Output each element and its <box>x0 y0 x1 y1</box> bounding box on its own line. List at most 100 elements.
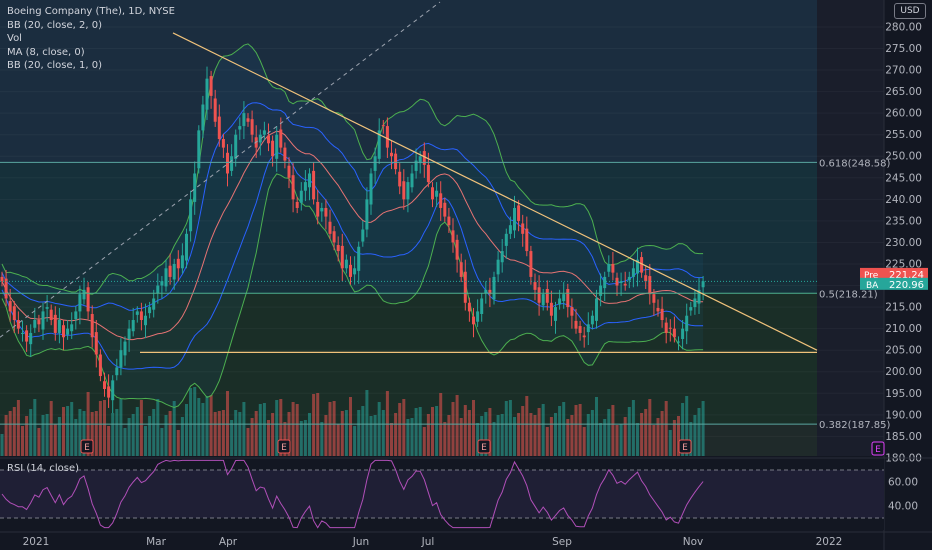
volume-bar <box>570 415 574 456</box>
volume-bar <box>275 400 279 456</box>
volume-bar <box>250 418 254 456</box>
rsi-pane: 60.00 40.00 RSI (14, close) <box>0 457 932 530</box>
candle-body <box>537 287 541 303</box>
volume-bar <box>361 406 365 456</box>
candle-body <box>82 289 86 300</box>
bb-basis <box>1 130 704 341</box>
x-tick-label: 2022 <box>816 536 843 548</box>
volume-bar <box>12 407 16 456</box>
candle-body <box>156 285 160 294</box>
candle-body <box>357 246 361 271</box>
volume-bar <box>238 412 242 456</box>
candle-body <box>279 129 283 148</box>
candle-body <box>213 98 217 122</box>
volume-bar <box>558 406 562 456</box>
volume-bar <box>127 418 131 456</box>
volume-bar <box>636 423 639 456</box>
earnings-marker-axis <box>871 441 885 456</box>
candle-body <box>226 152 229 174</box>
volume-bar <box>484 412 488 456</box>
candle-body <box>685 315 689 332</box>
volume-bar <box>197 398 201 456</box>
earnings-marker-label: E <box>281 443 287 453</box>
volume-bar <box>656 418 660 456</box>
candle-body <box>131 320 135 332</box>
bollinger-bands <box>1 43 704 409</box>
volume-bar <box>611 405 615 456</box>
chart-legend: Boeing Company (The), 1D, NYSE BB (20, c… <box>7 5 175 73</box>
rsi-band <box>0 470 884 518</box>
volume-bar <box>697 408 701 456</box>
volume-bar <box>82 411 86 456</box>
candle-body <box>554 307 557 321</box>
volume-bar <box>201 403 205 456</box>
volume-bar <box>467 410 471 456</box>
labels: 0.618(248.58) 0.5(218.21) 0.382(187.85) Pre… <box>80 158 928 456</box>
y-tick-label: 225.00 <box>885 258 922 270</box>
volume-bar <box>320 422 324 456</box>
legend-bb-inner[interactable]: BB (20, close, 1, 0) <box>7 60 102 71</box>
ba-price-value: 220.96 <box>889 280 924 291</box>
volume-bar <box>365 390 369 456</box>
volume-bar <box>103 400 106 456</box>
fib-label: 0.382(187.85) <box>819 420 891 431</box>
volume-bar <box>107 426 111 456</box>
candle-body <box>37 320 41 325</box>
volume-bar <box>582 427 586 456</box>
candle-body <box>619 281 623 283</box>
candle-body <box>623 283 627 286</box>
volume-bar <box>70 402 74 456</box>
candle-body <box>640 257 644 273</box>
volume-bar <box>221 410 225 456</box>
volume-bar <box>521 406 525 456</box>
candle-body <box>299 190 303 203</box>
currency-button[interactable]: USD <box>894 3 926 19</box>
volume-bar <box>78 409 82 456</box>
y-tick-label: 270.00 <box>885 65 922 77</box>
time-axis: 2021 Mar Apr Jun Jul Sep Nov 2022 <box>0 531 932 548</box>
candle-body <box>627 276 631 281</box>
candle-body <box>312 170 316 200</box>
candle-body <box>508 225 512 234</box>
volume-bar <box>328 402 332 456</box>
volume-bar <box>66 406 70 456</box>
candle-body <box>431 187 434 200</box>
candle-body <box>4 278 8 299</box>
candle-body <box>525 228 529 252</box>
candle-body <box>418 156 422 164</box>
candle-body <box>230 156 234 171</box>
volume-bar <box>312 394 316 456</box>
candle-body <box>139 311 143 321</box>
x-tick-label: 2021 <box>23 536 50 548</box>
earnings-marker <box>477 439 491 454</box>
pre-tag <box>860 267 884 280</box>
candle-body <box>558 298 562 305</box>
legend-volume[interactable]: Vol <box>7 33 22 44</box>
x-tick-label: Jul <box>421 536 435 548</box>
candle-body <box>361 229 365 242</box>
legend-bb-outer[interactable]: BB (20, close, 2, 0) <box>7 19 102 31</box>
earnings-marker <box>678 439 692 454</box>
volume-bar <box>549 417 553 456</box>
volume-bar <box>62 407 65 456</box>
legend-ma[interactable]: MA (8, close, 0) <box>7 46 85 58</box>
candle-body <box>677 341 680 343</box>
volume-bar <box>49 401 53 456</box>
candle-body <box>189 199 193 232</box>
fib-zone-lower <box>0 293 817 425</box>
pre-tag-label: Pre <box>864 271 879 281</box>
y-tick-label: 195.00 <box>885 388 922 400</box>
candle-body <box>217 116 221 139</box>
volume-bar <box>29 409 33 456</box>
earnings-marker-label: E <box>481 443 487 453</box>
candle-body <box>25 330 29 342</box>
candle-body <box>459 262 463 277</box>
candle-body <box>672 328 676 338</box>
candle-body <box>701 281 705 288</box>
candle-body <box>57 320 61 333</box>
volume-bar <box>172 401 176 456</box>
candle-body <box>172 263 176 280</box>
volume-bar <box>299 421 303 456</box>
volume-bar <box>455 395 459 456</box>
